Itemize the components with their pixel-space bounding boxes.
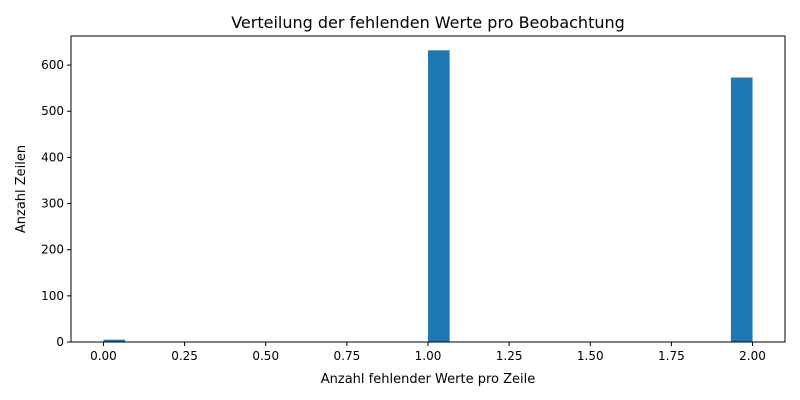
- x-tick-label-6: 1.50: [577, 349, 604, 363]
- chart-title: Verteilung der fehlenden Werte pro Beoba…: [231, 13, 625, 32]
- y-tick-label-2: 200: [41, 243, 64, 257]
- y-tick-label-0: 0: [56, 335, 64, 349]
- x-tick-label-2: 0.50: [252, 349, 279, 363]
- bar-0: [103, 339, 126, 342]
- x-tick-label-0: 0.00: [90, 349, 117, 363]
- y-axis-label: Anzahl Zeilen: [14, 145, 29, 233]
- plot-frame: [70, 35, 786, 343]
- y-tick-label-3: 300: [41, 197, 64, 211]
- y-tick-label-1: 100: [41, 289, 64, 303]
- y-tick-label-6: 600: [41, 58, 64, 72]
- bar-2: [730, 77, 753, 343]
- bars-group: [103, 50, 753, 343]
- y-tick-label-5: 500: [41, 104, 64, 118]
- bar-1: [428, 50, 450, 343]
- x-tick-label-4: 1.00: [415, 349, 442, 363]
- x-tick-label-7: 1.75: [658, 349, 685, 363]
- y-axis-ticks: 0 100 200 300 400 500 600: [41, 58, 71, 349]
- x-axis-ticks: 0.00 0.25 0.50 0.75 1.00 1.25 1.50 1.75 2.00: [90, 342, 766, 363]
- x-tick-label-8: 2.00: [739, 349, 766, 363]
- x-tick-label-1: 0.25: [171, 349, 198, 363]
- x-tick-label-5: 1.25: [496, 349, 523, 363]
- x-tick-label-3: 0.75: [334, 349, 361, 363]
- x-axis-label: Anzahl fehlender Werte pro Zeile: [321, 372, 535, 387]
- y-tick-label-4: 400: [41, 150, 64, 164]
